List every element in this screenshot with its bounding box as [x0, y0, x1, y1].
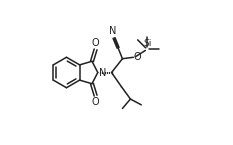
Text: O: O	[92, 38, 99, 48]
Text: O: O	[92, 97, 99, 107]
Text: N: N	[109, 26, 116, 36]
Text: O: O	[134, 52, 141, 62]
Text: Si: Si	[143, 39, 151, 48]
Text: N: N	[99, 68, 106, 77]
